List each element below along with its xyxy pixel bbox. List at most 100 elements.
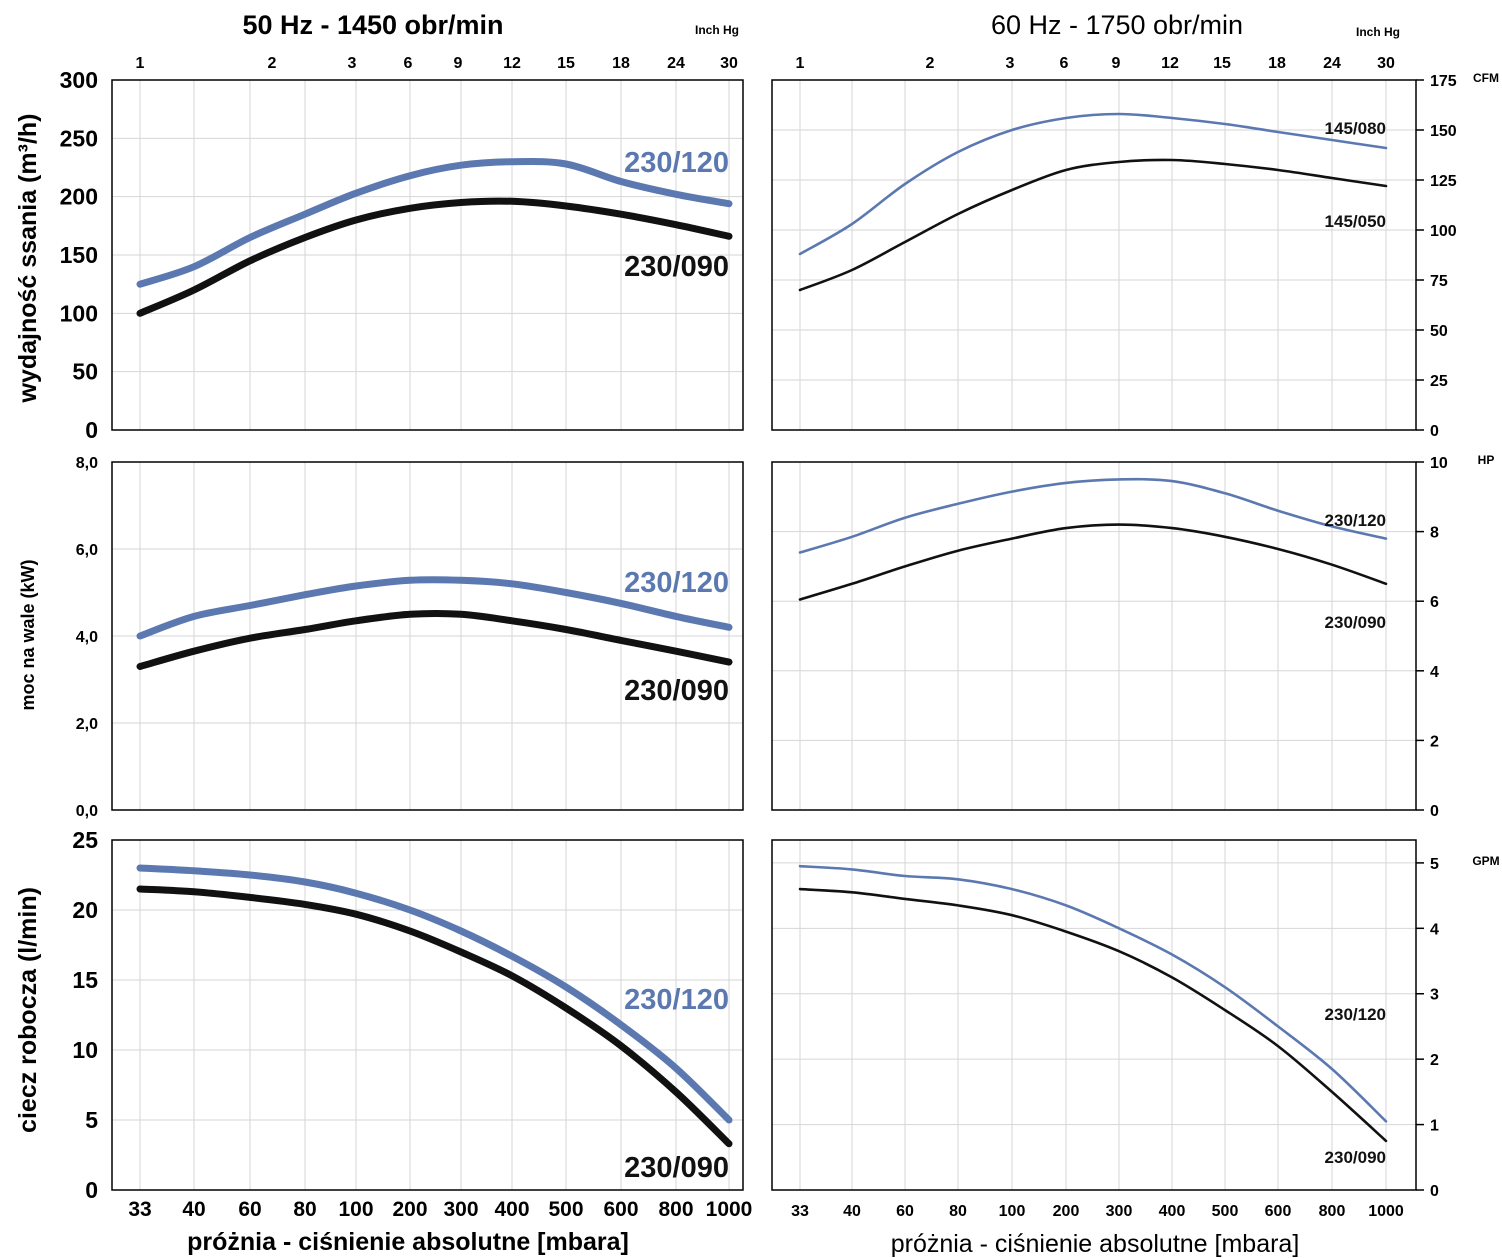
xlabel-left: próżnia - ciśnienie absolutne [mbara]	[187, 1228, 629, 1256]
series-line-230-090	[798, 887, 1388, 1143]
x-top-tick-label: 3	[348, 55, 357, 72]
plot-frame	[111, 79, 744, 431]
series-line-230-120	[136, 576, 733, 640]
x-top-tick-label: 1	[796, 55, 805, 72]
x-top-tick-label: 6	[1060, 55, 1069, 72]
y2-tick-label: 4	[1430, 664, 1439, 681]
y2-unit-label: HP	[1478, 453, 1495, 467]
series-label: 230/090	[624, 251, 729, 283]
x-tick-label: 500	[548, 1198, 583, 1221]
plot-frame	[111, 839, 744, 1191]
x-top-tick-label: 18	[1268, 55, 1286, 72]
x-top-tick-label: 3	[1006, 55, 1015, 72]
x-tick-label: 800	[1319, 1203, 1346, 1220]
y-tick-label: 200	[60, 184, 98, 210]
x-tick-label: 33	[128, 1198, 151, 1221]
plot-frame	[111, 461, 744, 811]
y2-tick-label: 100	[1430, 223, 1457, 240]
series-label: 230/090	[1325, 1148, 1386, 1167]
x-tick-label: 60	[896, 1203, 914, 1220]
x-tick-label: 40	[182, 1198, 205, 1221]
series-line-230-120	[798, 477, 1388, 554]
inch-hg-label-left: Inch Hg	[695, 23, 739, 37]
x-top-tick-label: 1	[136, 55, 145, 72]
x-top-tick-label: 24	[1323, 55, 1341, 72]
series-label: 230/120	[624, 147, 729, 179]
panel-right-mid: 0 2 4 6 8 10 HP 230/120 230/090	[771, 453, 1495, 820]
series-label: 230/120	[1325, 1005, 1386, 1024]
y2-tick-label: 8	[1430, 525, 1439, 542]
y-tick-label: 0,0	[76, 803, 98, 820]
title-60hz: 60 Hz - 1750 obr/min	[991, 10, 1243, 40]
y-tick-label: 8,0	[76, 455, 98, 472]
y2-tick-label: 2	[1430, 1052, 1439, 1069]
x-tick-label: 33	[791, 1203, 809, 1220]
x-tick-label: 300	[443, 1198, 478, 1221]
x-tick-label: 80	[949, 1203, 967, 1220]
y2-tick-label: 0	[1430, 1183, 1439, 1200]
plot-frame	[771, 839, 1417, 1191]
x-tick-label: 800	[658, 1198, 693, 1221]
series-label: 230/090	[624, 1152, 729, 1184]
y2-unit-label: GPM	[1472, 854, 1499, 868]
inch-hg-label-right: Inch Hg	[1356, 25, 1400, 39]
y-tick-label: 100	[60, 300, 98, 326]
y-tick-label: 0	[85, 417, 98, 443]
x-tick-label: 300	[1106, 1203, 1133, 1220]
y2-tick-label: 3	[1430, 987, 1439, 1004]
y-tick-label: 15	[72, 967, 98, 993]
plot-frame	[771, 79, 1417, 431]
panel-right-bot: 0 1 2 3 4 5 GPM 230/120 230/090 33 40 60 80 100 200 300…	[771, 839, 1500, 1220]
y2-tick-label: 175	[1430, 73, 1457, 90]
series-line-230-090	[136, 609, 733, 670]
y-tick-label: 5	[85, 1107, 98, 1133]
series-label: 230/120	[624, 984, 729, 1016]
series-label: 145/080	[1325, 119, 1386, 138]
y2-tick-label: 0	[1430, 423, 1439, 440]
y2-tick-label: 4	[1430, 921, 1439, 938]
x-tick-label: 100	[338, 1198, 373, 1221]
x-top-tick-label: 15	[1213, 55, 1231, 72]
y-tick-label: 150	[60, 242, 98, 268]
y2-tick-label: 150	[1430, 123, 1457, 140]
ylabel-suction: wydajność ssania (m³/h)	[14, 114, 42, 404]
y2-tick-label: 75	[1430, 273, 1448, 290]
y-tick-label: 20	[72, 897, 98, 923]
series-line-230-120	[798, 864, 1388, 1123]
x-tick-label: 400	[1159, 1203, 1186, 1220]
y2-tick-label: 50	[1430, 323, 1448, 340]
series-label: 230/120	[1325, 511, 1386, 530]
x-top-tick-label: 12	[503, 55, 521, 72]
y2-tick-label: 2	[1430, 733, 1439, 750]
x-tick-label: 80	[293, 1198, 316, 1221]
y2-tick-label: 6	[1430, 594, 1439, 611]
x-tick-label: 60	[238, 1198, 261, 1221]
x-top-tick-label: 24	[667, 55, 685, 72]
x-tick-label: 600	[1265, 1203, 1292, 1220]
x-tick-label: 400	[494, 1198, 529, 1221]
x-top-tick-label: 30	[1377, 55, 1395, 72]
x-tick-label: 100	[999, 1203, 1026, 1220]
series-line-145-050	[798, 158, 1388, 292]
x-top-tick-label: 15	[557, 55, 575, 72]
y-tick-label: 50	[72, 359, 98, 385]
xlabel-right: próżnia - ciśnienie absolutne [mbara]	[891, 1230, 1300, 1258]
y-tick-label: 250	[60, 125, 98, 151]
x-top-tick-label: 12	[1161, 55, 1179, 72]
y2-unit-label: CFM	[1473, 71, 1499, 85]
series-label: 230/090	[1325, 613, 1386, 632]
x-tick-label: 1000	[706, 1198, 753, 1221]
x-tick-label: 500	[1212, 1203, 1239, 1220]
y2-tick-label: 25	[1430, 373, 1448, 390]
y2-tick-label: 0	[1430, 803, 1439, 820]
panel-left-bot: 0 5 10 15 20 25 230/120 230/090 33 40 60 80 100 200 30…	[72, 827, 752, 1221]
plot-frame	[771, 461, 1417, 811]
panel-left-mid: 0,0 2,0 4,0 6,0 8,0 230/120 230/090	[76, 455, 744, 820]
y-tick-label: 4,0	[76, 629, 98, 646]
x-top-tick-label: 6	[404, 55, 413, 72]
x-tick-label: 40	[843, 1203, 861, 1220]
series-line-230-120	[136, 157, 733, 288]
y2-tick-label: 5	[1430, 856, 1439, 873]
